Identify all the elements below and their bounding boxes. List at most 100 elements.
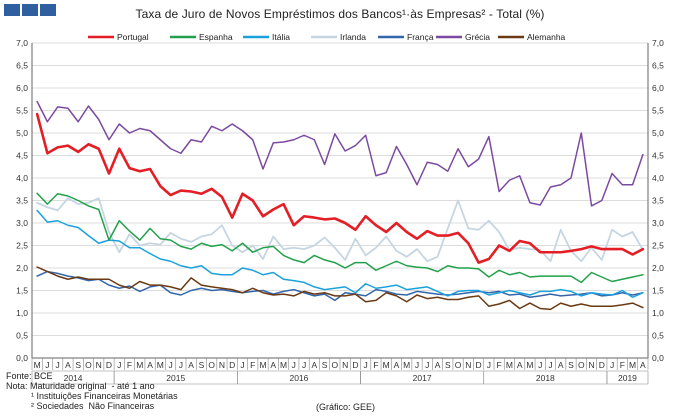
month-tick-label: D xyxy=(476,360,482,370)
month-tick-label: O xyxy=(578,360,585,370)
chart-credit: (Gráfico: GEE) xyxy=(316,402,376,412)
month-tick-label: M xyxy=(136,360,143,370)
y-tick-label-left: 7,0 xyxy=(16,38,28,48)
y-tick-label-left: 4,0 xyxy=(16,173,28,183)
month-tick-label: J xyxy=(302,360,306,370)
legend-label: Portugal xyxy=(117,32,149,42)
y-tick-label-left: 5,0 xyxy=(16,128,28,138)
month-tick-label: S xyxy=(568,360,574,370)
legend-label: Itália xyxy=(272,32,290,42)
logo-block xyxy=(22,4,38,16)
month-tick-label: N xyxy=(219,360,225,370)
month-tick-label: M xyxy=(280,360,287,370)
month-tick-label: A xyxy=(311,360,317,370)
y-tick-label-right: 6,0 xyxy=(652,83,664,93)
series-line-itália xyxy=(36,209,644,298)
month-tick-label: J xyxy=(487,360,491,370)
y-tick-label-right: 6,5 xyxy=(652,61,664,71)
month-tick-label: J xyxy=(425,360,429,370)
month-tick-label: A xyxy=(188,360,194,370)
legend-label: Alemanha xyxy=(527,32,566,42)
month-tick-label: A xyxy=(640,360,646,370)
footnote-2: ² Sociedades Não Financeiras xyxy=(6,401,155,411)
chart-title: Taxa de Juro de Novos Empréstimos dos Ba… xyxy=(135,7,545,21)
legend-label: França xyxy=(407,32,434,42)
month-tick-label: D xyxy=(106,360,112,370)
bank-logo-icon xyxy=(4,4,56,16)
month-tick-label: O xyxy=(85,360,92,370)
y-tick-label-right: 3,5 xyxy=(652,196,664,206)
month-tick-label: N xyxy=(465,360,471,370)
year-label: 2014 xyxy=(64,373,83,383)
month-tick-label: A xyxy=(65,360,71,370)
month-tick-label: A xyxy=(558,360,564,370)
month-tick-label: D xyxy=(599,360,605,370)
y-tick-label-right: 7,0 xyxy=(652,38,664,48)
month-tick-label: M xyxy=(259,360,266,370)
series-line-alemanha xyxy=(36,266,644,311)
month-tick-label: A xyxy=(270,360,276,370)
year-label: 2019 xyxy=(618,373,637,383)
y-tick-label-right: 2,5 xyxy=(652,241,664,251)
legend-label: Espanha xyxy=(199,32,233,42)
month-tick-label: M xyxy=(383,360,390,370)
month-tick-label: M xyxy=(157,360,164,370)
month-tick-label: M xyxy=(403,360,410,370)
y-tick-label-left: 2,0 xyxy=(16,263,28,273)
month-tick-label: M xyxy=(526,360,533,370)
month-tick-label: J xyxy=(56,360,60,370)
y-tick-label-right: 4,0 xyxy=(652,173,664,183)
month-tick-label: A xyxy=(517,360,523,370)
month-tick-label: O xyxy=(455,360,462,370)
month-tick-label: N xyxy=(588,360,594,370)
month-tick-label: A xyxy=(435,360,441,370)
logo-block xyxy=(40,4,56,16)
month-tick-label: J xyxy=(548,360,552,370)
legend-label: Irlanda xyxy=(340,32,366,42)
year-label: 2016 xyxy=(289,373,308,383)
month-tick-label: F xyxy=(250,360,255,370)
month-tick-label: J xyxy=(538,360,542,370)
y-tick-label-left: 3,5 xyxy=(16,196,28,206)
y-tick-label-left: 6,5 xyxy=(16,61,28,71)
month-tick-label: S xyxy=(445,360,451,370)
month-tick-label: M xyxy=(506,360,513,370)
month-tick-label: N xyxy=(96,360,102,370)
y-tick-label-left: 4,5 xyxy=(16,151,28,161)
note-text: Nota: Maturidade original - até 1 ano xyxy=(6,381,155,391)
month-tick-label: A xyxy=(394,360,400,370)
y-tick-label-right: 4,5 xyxy=(652,151,664,161)
month-tick-label: J xyxy=(240,360,244,370)
month-tick-label: O xyxy=(332,360,339,370)
month-tick-label: J xyxy=(364,360,368,370)
logo-block xyxy=(4,4,20,16)
month-tick-label: M xyxy=(34,360,41,370)
y-tick-label-right: 5,5 xyxy=(652,106,664,116)
month-tick-label: D xyxy=(352,360,358,370)
month-tick-label: J xyxy=(292,360,296,370)
year-label: 2018 xyxy=(536,373,555,383)
year-label: 2017 xyxy=(413,373,432,383)
y-tick-label-right: 2,0 xyxy=(652,263,664,273)
source-text: Fonte: BCE xyxy=(6,371,53,381)
footnote-1: ¹ Instituições Financeiras Monetárias xyxy=(6,391,178,401)
month-tick-label: S xyxy=(322,360,328,370)
y-tick-label-right: 3,0 xyxy=(652,218,664,228)
y-tick-label-right: 1,0 xyxy=(652,308,664,318)
month-tick-label: J xyxy=(179,360,183,370)
month-tick-label: J xyxy=(45,360,49,370)
y-tick-label-left: 3,0 xyxy=(16,218,28,228)
month-tick-label: F xyxy=(497,360,502,370)
y-tick-label-left: 0,0 xyxy=(16,353,28,363)
series-line-portugal xyxy=(35,112,645,264)
month-tick-label: S xyxy=(75,360,81,370)
month-tick-label: A xyxy=(147,360,153,370)
month-tick-label: S xyxy=(199,360,205,370)
month-tick-label: D xyxy=(229,360,235,370)
y-tick-label-left: 5,5 xyxy=(16,106,28,116)
series-line-espanha xyxy=(36,192,644,284)
y-tick-label-right: 0,5 xyxy=(652,331,664,341)
month-tick-label: J xyxy=(415,360,419,370)
month-tick-label: J xyxy=(117,360,121,370)
